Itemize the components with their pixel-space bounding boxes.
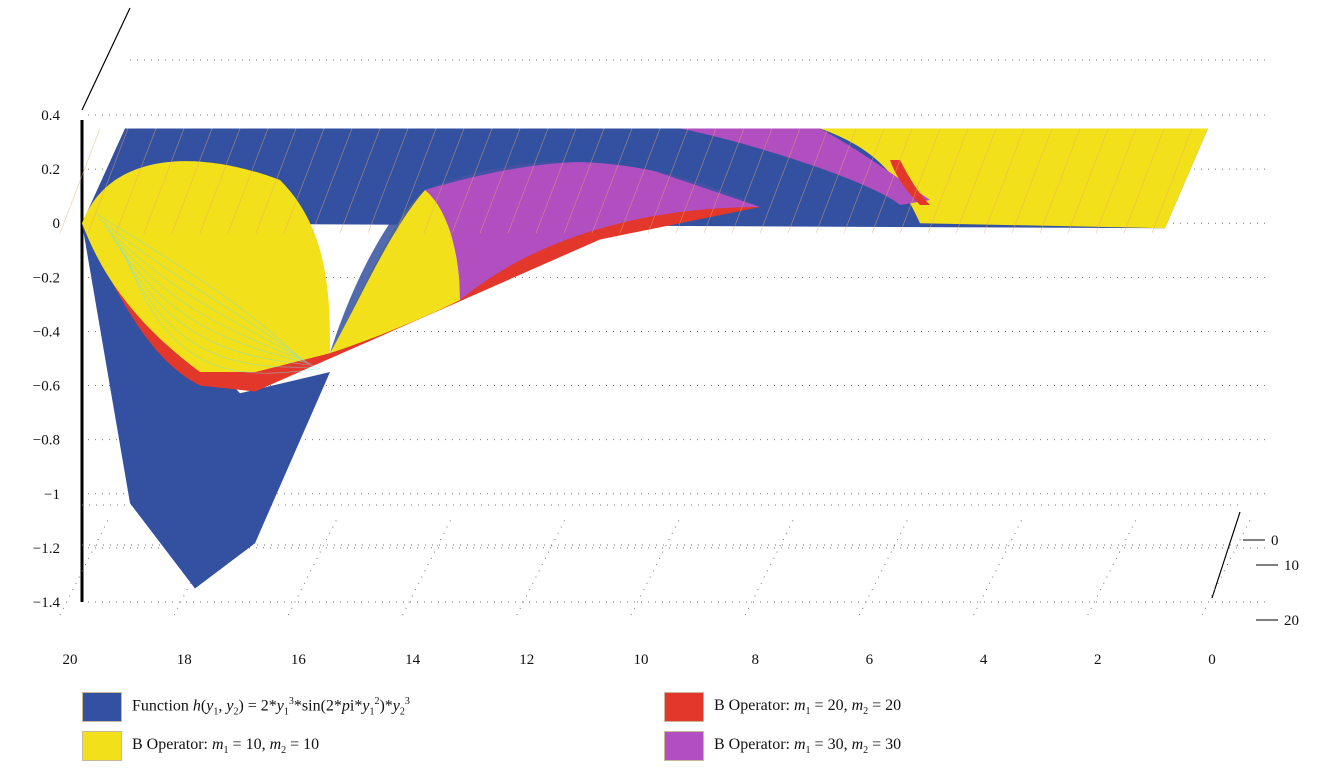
- z-tick-label: −1: [44, 487, 60, 503]
- x-gridline: [1087, 519, 1137, 616]
- surface-flat-b10: [820, 128, 1208, 229]
- mesh-curve: [124, 253, 321, 374]
- x-gridline: [858, 519, 908, 616]
- y-tick-label: 0: [1271, 533, 1279, 549]
- mesh-line: [479, 128, 521, 234]
- mesh-line: [1011, 128, 1053, 234]
- z-tick-label: 0: [53, 216, 61, 232]
- x-gridline: [973, 519, 1023, 616]
- mesh-line: [283, 128, 325, 234]
- y-tick-label: 20: [1284, 613, 1299, 629]
- x-tick-label: 6: [866, 652, 874, 668]
- mesh-line: [115, 128, 157, 234]
- mesh-line: [1123, 128, 1165, 234]
- mesh-line: [423, 128, 465, 234]
- x-tick-label: 4: [980, 652, 988, 668]
- mesh-line: [1067, 128, 1109, 234]
- mesh-line: [451, 128, 493, 234]
- z-tick-label: −1.4: [33, 595, 61, 611]
- y-axis-line: [1211, 511, 1241, 599]
- mesh-line: [395, 128, 437, 234]
- mesh-line: [955, 128, 997, 234]
- z-tick-label: −0.2: [33, 270, 60, 286]
- mesh-line: [339, 128, 381, 234]
- mesh-line: [59, 128, 101, 234]
- x-gridline: [59, 519, 109, 616]
- z-tick-label: −1.2: [33, 541, 60, 557]
- mesh-line: [927, 128, 969, 234]
- mesh-line: [871, 128, 913, 234]
- x-gridline: [287, 519, 337, 616]
- mesh-line: [535, 128, 577, 234]
- x-gridline: [516, 519, 566, 616]
- mesh-curve: [94, 212, 301, 359]
- x-gridline: [630, 519, 680, 616]
- mesh-line: [1095, 128, 1137, 234]
- mesh-line: [563, 128, 605, 234]
- mesh-curve: [103, 224, 306, 362]
- mesh-line: [199, 128, 241, 234]
- x-tick-label: 2: [1094, 652, 1102, 668]
- mesh-line: [647, 128, 689, 234]
- mesh-line: [507, 128, 549, 234]
- x-gridline: [1201, 519, 1251, 616]
- surface-flat-b20: [890, 160, 930, 205]
- x-gridline: [402, 519, 452, 616]
- mesh-line: [731, 128, 773, 234]
- mesh-line: [675, 128, 717, 234]
- surface-lobe2-b10: [330, 190, 460, 354]
- z-tick-label: −0.8: [33, 433, 60, 449]
- mesh-line: [899, 128, 941, 234]
- tick-labels: 0.40.20−0.2−0.4−0.6−0.8−1−1.2−1.420 18 16 1…: [33, 108, 1299, 668]
- x-tick-label: 12: [519, 652, 534, 668]
- mesh-curve: [120, 247, 318, 368]
- surface-lobe-b10: [82, 161, 330, 373]
- mesh-curve: [116, 241, 315, 366]
- y-tick-label: 10: [1284, 558, 1299, 574]
- mesh-line: [87, 128, 129, 234]
- mesh-line: [143, 128, 185, 234]
- mesh-line: [311, 128, 353, 234]
- axis-edge-back: [81, 7, 131, 111]
- mesh-line: [619, 128, 661, 234]
- x-gridline: [744, 519, 794, 616]
- z-tick-label: 0.4: [41, 108, 60, 124]
- mesh-curve: [99, 218, 304, 361]
- mesh-line: [983, 128, 1025, 234]
- x-tick-label: 10: [634, 652, 649, 668]
- mesh-line: [255, 128, 297, 234]
- x-tick-label: 8: [751, 652, 759, 668]
- mesh-line: [703, 128, 745, 234]
- x-tick-label: 20: [63, 652, 78, 668]
- z-tick-label: −0.6: [33, 379, 61, 395]
- axes-box: [80, 7, 1241, 602]
- mesh-line: [759, 128, 801, 234]
- mesh-line: [367, 128, 409, 234]
- x-tick-label: 18: [177, 652, 192, 668]
- z-tick-label: −0.4: [33, 324, 61, 340]
- mesh-curve: [107, 230, 309, 364]
- z-tick-label: 0.2: [41, 162, 60, 178]
- mesh-line: [843, 128, 885, 234]
- mesh-line: [815, 128, 857, 234]
- mesh-line: [227, 128, 269, 234]
- mesh-line: [591, 128, 633, 234]
- mesh-line: [1151, 128, 1193, 234]
- x-tick-label: 14: [405, 652, 421, 668]
- surface-flat-b30: [680, 128, 930, 205]
- x-tick-label: 16: [291, 652, 307, 668]
- mesh-line: [787, 128, 829, 234]
- mesh-line: [1039, 128, 1081, 234]
- x-tick-label: 0: [1208, 652, 1216, 668]
- surface-band-b30: [425, 161, 760, 300]
- surface-plot: [59, 128, 1208, 589]
- mesh-curve: [111, 235, 312, 365]
- mesh-line: [171, 128, 213, 234]
